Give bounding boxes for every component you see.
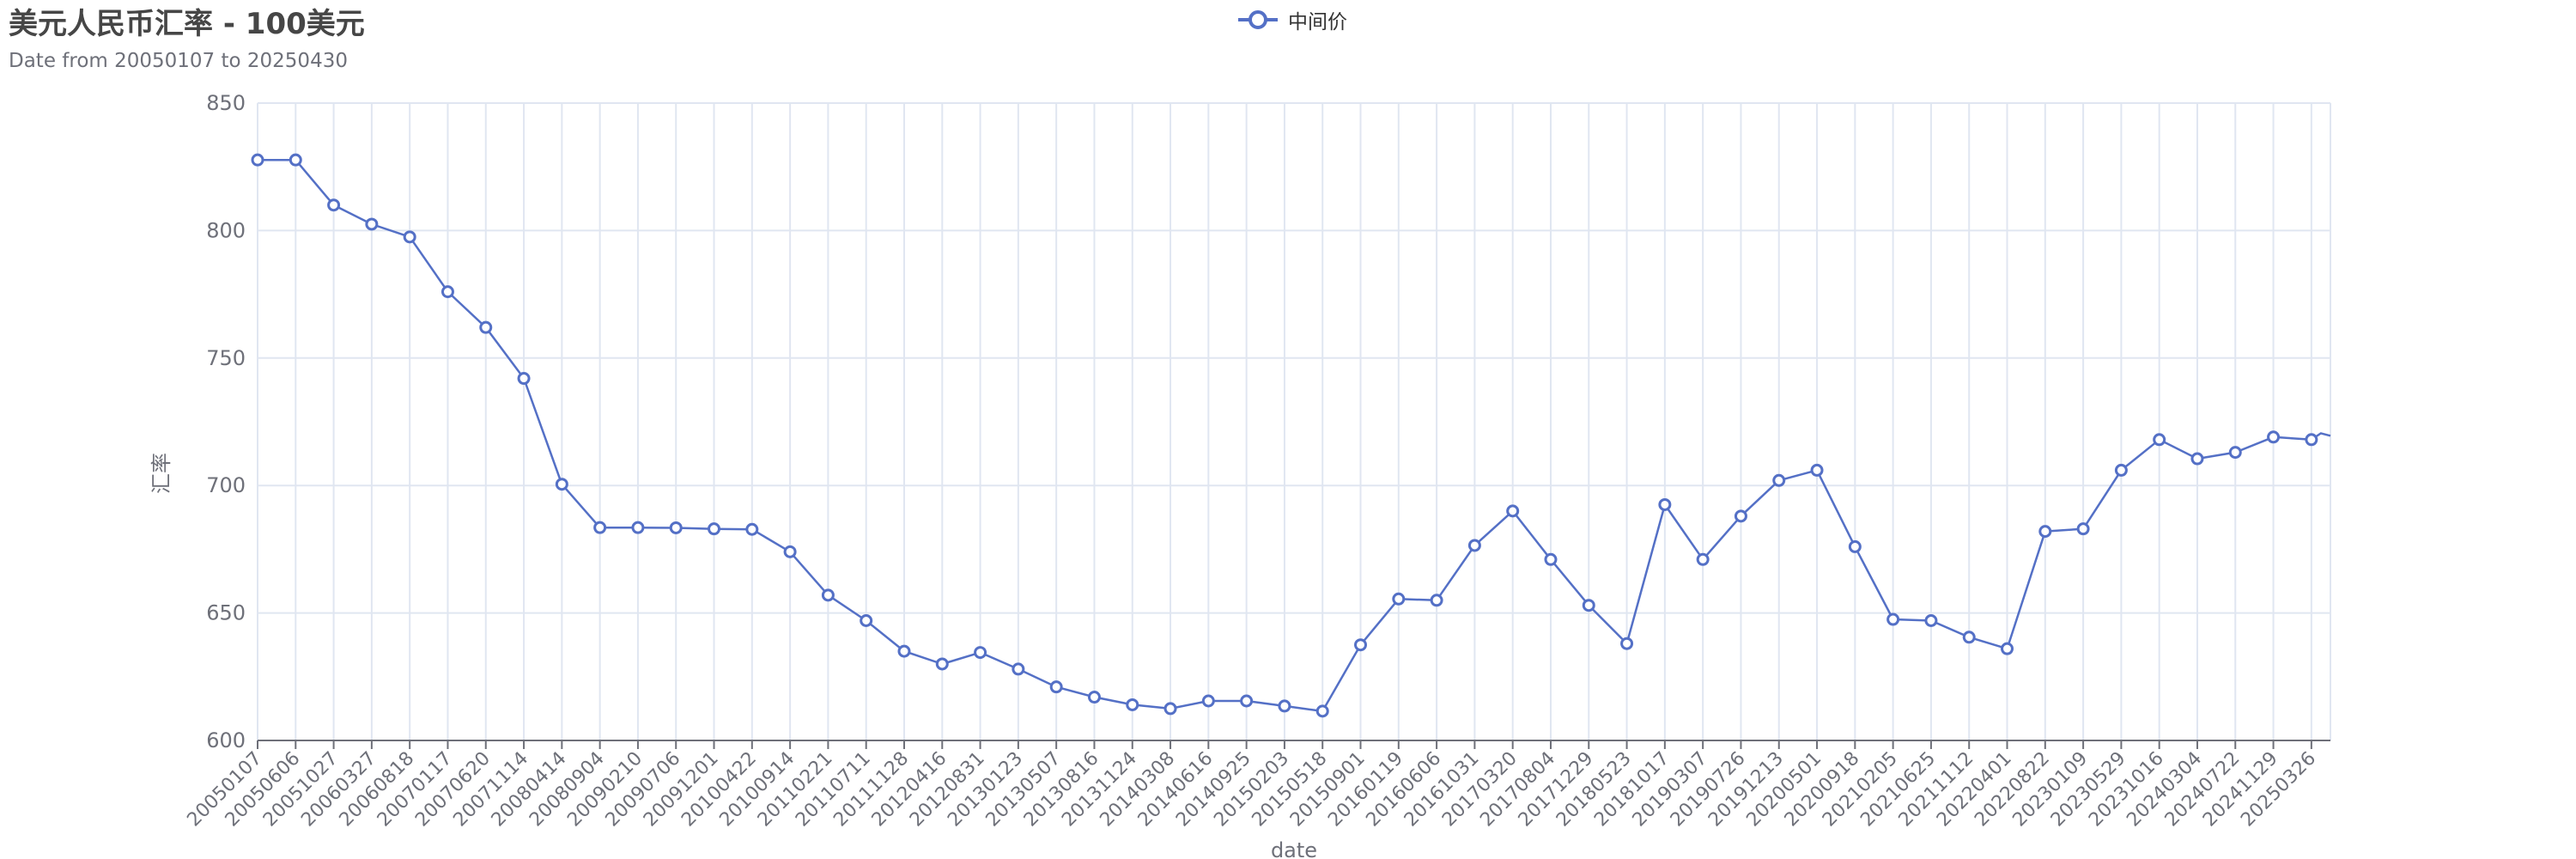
data-point: [1201, 694, 1215, 708]
data-point: [974, 646, 987, 660]
data-point: [1012, 662, 1025, 676]
data-point: [2076, 522, 2090, 536]
chart-title: 美元人民币汇率 - 100美元: [9, 7, 365, 41]
data-point: [1467, 539, 1481, 552]
x-gridlines: [257, 103, 2331, 740]
data-point: [860, 614, 873, 628]
legend[interactable]: 中间价: [1236, 5, 1347, 34]
data-point: [1848, 539, 1862, 553]
x-tick-labels: 2005010720050606200510272006032720060818…: [183, 748, 2320, 832]
y-tick-label: 800: [206, 218, 246, 242]
chart-subtitle: Date from 20050107 to 20250430: [9, 50, 348, 72]
legend-label: 中间价: [1288, 11, 1347, 34]
data-point: [1163, 702, 1177, 716]
y-axis-label: 汇率: [149, 453, 173, 494]
data-point: [708, 522, 721, 536]
data-point: [2267, 430, 2281, 444]
data-point: [1924, 614, 1938, 628]
data-point: [289, 153, 302, 167]
data-point: [1810, 463, 1824, 477]
data-point: [2190, 452, 2204, 466]
data-point: [517, 372, 531, 386]
data-point: [1278, 699, 1291, 713]
y-tick-label: 850: [206, 91, 246, 115]
data-point: [1430, 594, 1443, 607]
data-point: [1049, 680, 1063, 694]
data-point: [1734, 509, 1747, 523]
data-point: [821, 588, 835, 602]
series-path: [258, 158, 2331, 713]
data-point: [403, 230, 416, 244]
data-point: [251, 153, 264, 167]
legend-line-circle-icon: [1238, 10, 1278, 29]
data-point: [2114, 463, 2128, 477]
data-point: [1087, 691, 1101, 704]
data-point: [783, 545, 797, 558]
data-point: [555, 478, 568, 491]
data-point: [2228, 446, 2242, 460]
data-point: [1886, 612, 1900, 626]
data-point: [440, 285, 454, 299]
series-points: [251, 153, 2318, 718]
data-point: [479, 320, 493, 334]
data-point: [1620, 637, 1634, 650]
data-point: [745, 522, 759, 536]
data-point: [669, 521, 683, 534]
data-point: [2305, 433, 2318, 447]
data-point: [1582, 599, 1595, 612]
data-point: [2153, 433, 2166, 447]
data-point: [1772, 473, 1786, 487]
axes: [257, 740, 2330, 749]
data-point: [897, 644, 911, 658]
data-point: [593, 521, 607, 534]
data-point: [2038, 525, 2052, 539]
y-tick-label: 600: [206, 728, 246, 752]
data-point: [1658, 497, 1672, 511]
x-axis-label: date: [1271, 838, 1317, 859]
series-line: [258, 158, 2331, 713]
y-tick-label: 650: [206, 601, 246, 625]
data-point: [2001, 642, 2014, 655]
data-point: [1315, 704, 1329, 718]
data-point: [1962, 631, 1976, 644]
y-tick-label: 750: [206, 346, 246, 370]
data-point: [631, 521, 645, 534]
y-gridlines: [258, 102, 2330, 741]
data-point: [365, 217, 379, 231]
data-point: [1506, 504, 1520, 518]
data-point: [1544, 552, 1558, 566]
data-point: [1696, 552, 1710, 566]
data-point: [1354, 638, 1368, 652]
y-tick-labels: 600 650 700 750 800 850: [206, 91, 246, 752]
data-point: [1126, 698, 1139, 711]
data-point: [1240, 694, 1254, 708]
data-point: [327, 198, 341, 212]
data-point: [935, 657, 949, 671]
data-point: [1392, 592, 1406, 606]
y-tick-label: 700: [206, 473, 246, 497]
